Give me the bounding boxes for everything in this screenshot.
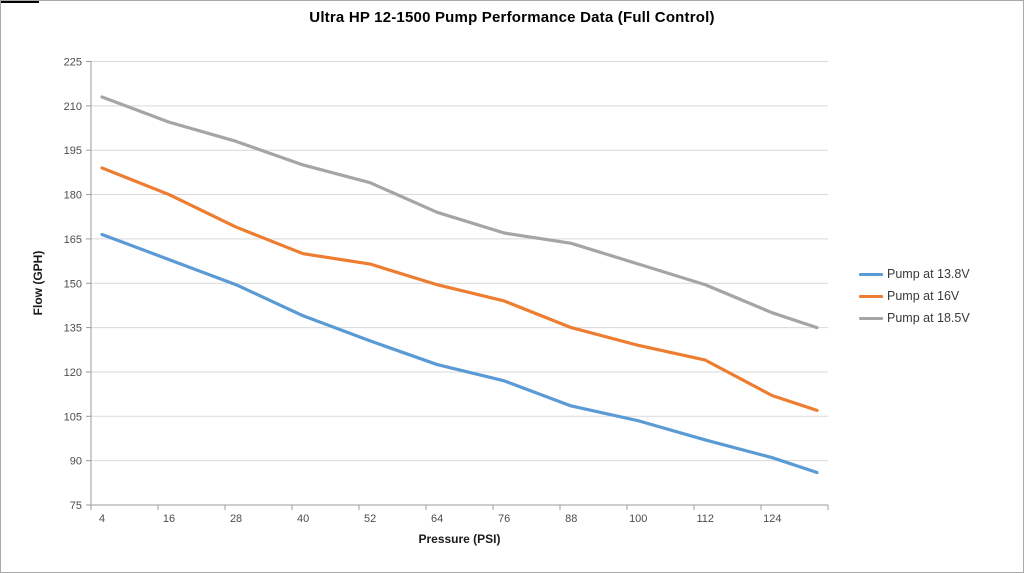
- svg-text:90: 90: [70, 456, 82, 468]
- chart-title: Ultra HP 12-1500 Pump Performance Data (…: [309, 9, 715, 26]
- svg-text:195: 195: [64, 145, 82, 157]
- legend-entry-18.5v: Pump at 18.5V: [859, 307, 970, 329]
- svg-text:210: 210: [64, 101, 82, 113]
- legend: Pump at 13.8V Pump at 16V Pump at 18.5V: [859, 263, 970, 329]
- gridlines: [86, 61, 828, 506]
- svg-text:76: 76: [498, 513, 510, 525]
- legend-line-swatch: [859, 272, 883, 276]
- svg-text:75: 75: [70, 500, 82, 512]
- svg-text:4: 4: [99, 513, 105, 525]
- svg-text:88: 88: [565, 513, 577, 525]
- legend-line-swatch: [859, 316, 883, 320]
- svg-text:135: 135: [64, 323, 82, 335]
- svg-text:112: 112: [697, 513, 715, 525]
- svg-text:225: 225: [64, 57, 82, 69]
- x-axis-title: Pressure (PSI): [418, 532, 501, 546]
- svg-text:180: 180: [64, 190, 82, 202]
- x-axis-ticks: 4 16 28 40 52 64 76 88 100 112 124: [90, 505, 829, 525]
- svg-text:100: 100: [629, 513, 647, 525]
- series-line-pump-at-16v: [100, 166, 819, 412]
- series-line-pump-at-18.5v: [100, 95, 819, 330]
- series-line-pump-at-13.8v: [100, 232, 819, 475]
- svg-text:150: 150: [64, 278, 82, 290]
- svg-text:124: 124: [763, 513, 781, 525]
- legend-label: Pump at 13.8V: [887, 267, 970, 281]
- svg-text:16: 16: [163, 513, 175, 525]
- y-axis-title: Flow (GPH): [31, 250, 45, 316]
- svg-text:40: 40: [297, 513, 309, 525]
- y-axis-tick-labels: 75 90 105 120 135 150 165 180 195 210 225: [64, 57, 82, 513]
- svg-text:165: 165: [64, 234, 82, 246]
- svg-text:52: 52: [364, 513, 376, 525]
- svg-text:64: 64: [431, 513, 443, 525]
- legend-label: Pump at 18.5V: [887, 311, 970, 325]
- legend-line-swatch: [859, 294, 883, 298]
- legend-entry-13.8v: Pump at 13.8V: [859, 263, 970, 285]
- legend-entry-16v: Pump at 16V: [859, 285, 970, 307]
- svg-text:28: 28: [230, 513, 242, 525]
- legend-label: Pump at 16V: [887, 289, 960, 303]
- svg-text:105: 105: [64, 411, 82, 423]
- svg-text:120: 120: [64, 367, 82, 379]
- screenshot-edge-artifact: [1, 1, 39, 3]
